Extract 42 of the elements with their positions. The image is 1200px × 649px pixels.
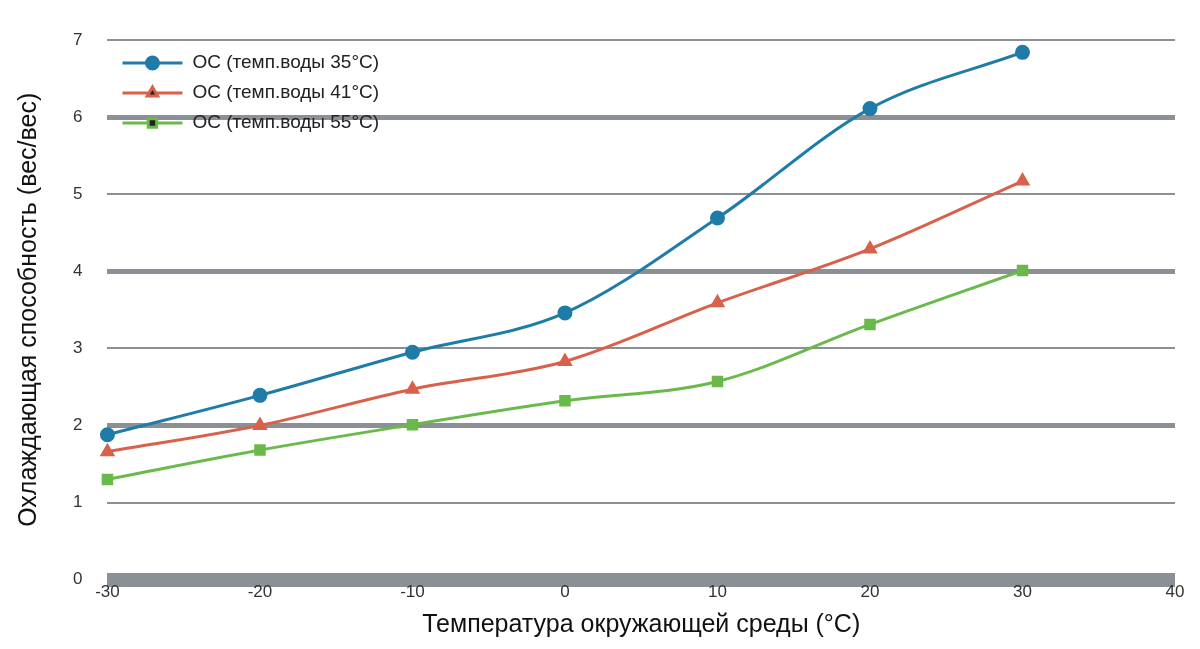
point xyxy=(557,305,573,321)
point xyxy=(252,387,268,403)
legend-label: ОС (темп.воды 35°C) xyxy=(192,51,380,73)
x-tick-label: -20 xyxy=(247,582,273,602)
x-tick-label: -10 xyxy=(400,582,425,602)
point xyxy=(1016,264,1029,277)
point xyxy=(406,418,419,431)
point xyxy=(99,427,115,443)
x-tick-label: 20 xyxy=(860,582,880,602)
x-tick-label: 0 xyxy=(560,582,570,602)
y-tick-label: 7 xyxy=(72,29,83,49)
point xyxy=(100,444,115,457)
point xyxy=(710,295,725,308)
y-tick-label: 3 xyxy=(72,338,83,358)
y-tick-label: 1 xyxy=(72,492,83,512)
y-tick-label: 6 xyxy=(72,106,83,126)
x-tick-label: 10 xyxy=(708,582,727,602)
x-tick-label: 40 xyxy=(1165,582,1185,602)
point xyxy=(254,444,266,456)
point xyxy=(559,395,571,407)
point xyxy=(709,210,725,226)
x-tick-label: -30 xyxy=(95,582,120,602)
y-axis-title: Охлаждающая способность (вес/вес) xyxy=(12,92,41,527)
y-tick-label: 5 xyxy=(72,183,83,203)
y-tick-label: 0 xyxy=(72,569,83,589)
y-tick-label: 2 xyxy=(72,415,83,435)
point xyxy=(101,473,114,486)
point xyxy=(404,344,420,360)
point xyxy=(864,318,876,331)
legend-label: ОС (темп.воды 55°C) xyxy=(192,111,380,133)
x-axis-title: Температура окружающей среды (°C) xyxy=(422,608,861,637)
point xyxy=(711,375,724,388)
legend-label: ОС (темп.воды 41°C) xyxy=(192,81,380,103)
point xyxy=(863,241,877,254)
point xyxy=(862,101,878,117)
y-tick-label: 4 xyxy=(72,260,83,280)
point xyxy=(558,353,572,366)
point xyxy=(253,417,267,430)
point xyxy=(1014,44,1030,60)
point xyxy=(1015,173,1030,186)
point xyxy=(405,381,420,394)
x-tick-label: 30 xyxy=(1013,582,1032,602)
